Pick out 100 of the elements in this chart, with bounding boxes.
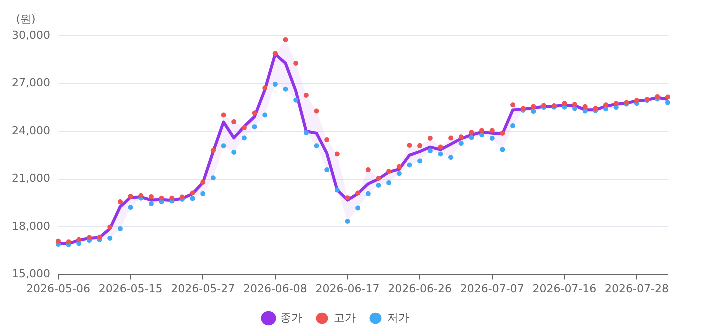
- point: [66, 240, 72, 245]
- point: [510, 102, 516, 108]
- point: [356, 190, 361, 196]
- point: [376, 182, 382, 188]
- point: [148, 194, 154, 200]
- x-tick-label: 2026-07-16: [532, 282, 597, 296]
- point: [262, 112, 268, 118]
- point: [108, 236, 113, 242]
- point: [666, 94, 670, 100]
- point: [345, 218, 350, 224]
- point: [324, 137, 330, 142]
- y-tick-label: 24,000: [12, 124, 50, 138]
- point: [304, 93, 309, 98]
- point: [262, 86, 268, 91]
- point: [366, 191, 371, 196]
- point: [428, 136, 433, 142]
- point: [221, 144, 226, 149]
- point: [469, 130, 474, 136]
- legend-label: 종가: [280, 311, 302, 324]
- point: [418, 158, 423, 164]
- point: [480, 128, 485, 134]
- point: [97, 234, 102, 240]
- point: [252, 110, 258, 116]
- point: [170, 196, 175, 201]
- point: [118, 200, 123, 205]
- point: [428, 148, 433, 154]
- point: [294, 61, 299, 66]
- point: [582, 108, 588, 114]
- point: [438, 144, 444, 150]
- point: [190, 196, 196, 202]
- point: [200, 191, 206, 196]
- x-tick-label: 2026-07-07: [460, 282, 524, 296]
- x-tick-label: 2026-07-28: [605, 282, 669, 296]
- point: [190, 190, 196, 196]
- y-tick-label: 30,000: [12, 28, 50, 42]
- point: [582, 104, 588, 110]
- y-tick-label: 18,000: [12, 220, 50, 233]
- point: [210, 176, 216, 181]
- point: [314, 144, 320, 149]
- point: [386, 180, 392, 186]
- point: [469, 135, 474, 140]
- point: [242, 136, 247, 141]
- legend-label: 고가: [334, 311, 356, 324]
- point: [500, 147, 506, 152]
- point: [531, 109, 536, 114]
- point: [283, 37, 288, 42]
- point: [562, 101, 568, 106]
- point: [118, 226, 123, 232]
- point: [458, 141, 464, 146]
- point: [480, 132, 485, 138]
- y-tick-label: 27,000: [12, 76, 50, 90]
- point: [159, 196, 164, 201]
- point: [634, 98, 640, 104]
- point: [128, 194, 134, 199]
- point: [386, 169, 392, 174]
- y-axis-title: (원): [16, 12, 36, 26]
- point: [448, 155, 454, 160]
- point: [572, 106, 578, 112]
- point: [210, 148, 216, 154]
- x-tick-label: 2026-05-15: [98, 282, 163, 296]
- y-tick-label: 21,000: [12, 172, 50, 186]
- point: [272, 82, 278, 88]
- point: [614, 101, 619, 106]
- point: [407, 143, 412, 148]
- point: [407, 162, 412, 168]
- x-tick-label: 2026-06-26: [388, 282, 452, 296]
- point: [148, 201, 154, 206]
- x-tick-label: 2026-06-17: [316, 282, 380, 296]
- y-tick-label: 15,000: [12, 268, 50, 281]
- point: [76, 237, 82, 242]
- point: [604, 102, 609, 108]
- x-tick-label: 2026-05-06: [26, 282, 90, 296]
- point: [500, 130, 506, 136]
- point: [345, 196, 350, 201]
- point: [314, 108, 320, 114]
- point: [242, 125, 247, 130]
- point: [128, 205, 134, 210]
- legend-label: 저가: [387, 311, 410, 324]
- point: [490, 128, 495, 134]
- point: [108, 224, 113, 230]
- point: [510, 123, 516, 128]
- point: [294, 98, 299, 103]
- point: [138, 193, 144, 198]
- point: [356, 206, 361, 211]
- point: [304, 130, 309, 136]
- point: [232, 119, 237, 124]
- point: [272, 51, 278, 56]
- point: [180, 194, 185, 200]
- point: [655, 94, 660, 100]
- point: [396, 164, 402, 170]
- point: [221, 112, 226, 118]
- point: [438, 152, 444, 157]
- point: [490, 136, 495, 142]
- point: [56, 238, 61, 244]
- point: [666, 100, 670, 106]
- point: [458, 134, 464, 140]
- point: [572, 102, 578, 108]
- point: [200, 180, 206, 185]
- point: [232, 150, 237, 156]
- point: [252, 124, 258, 130]
